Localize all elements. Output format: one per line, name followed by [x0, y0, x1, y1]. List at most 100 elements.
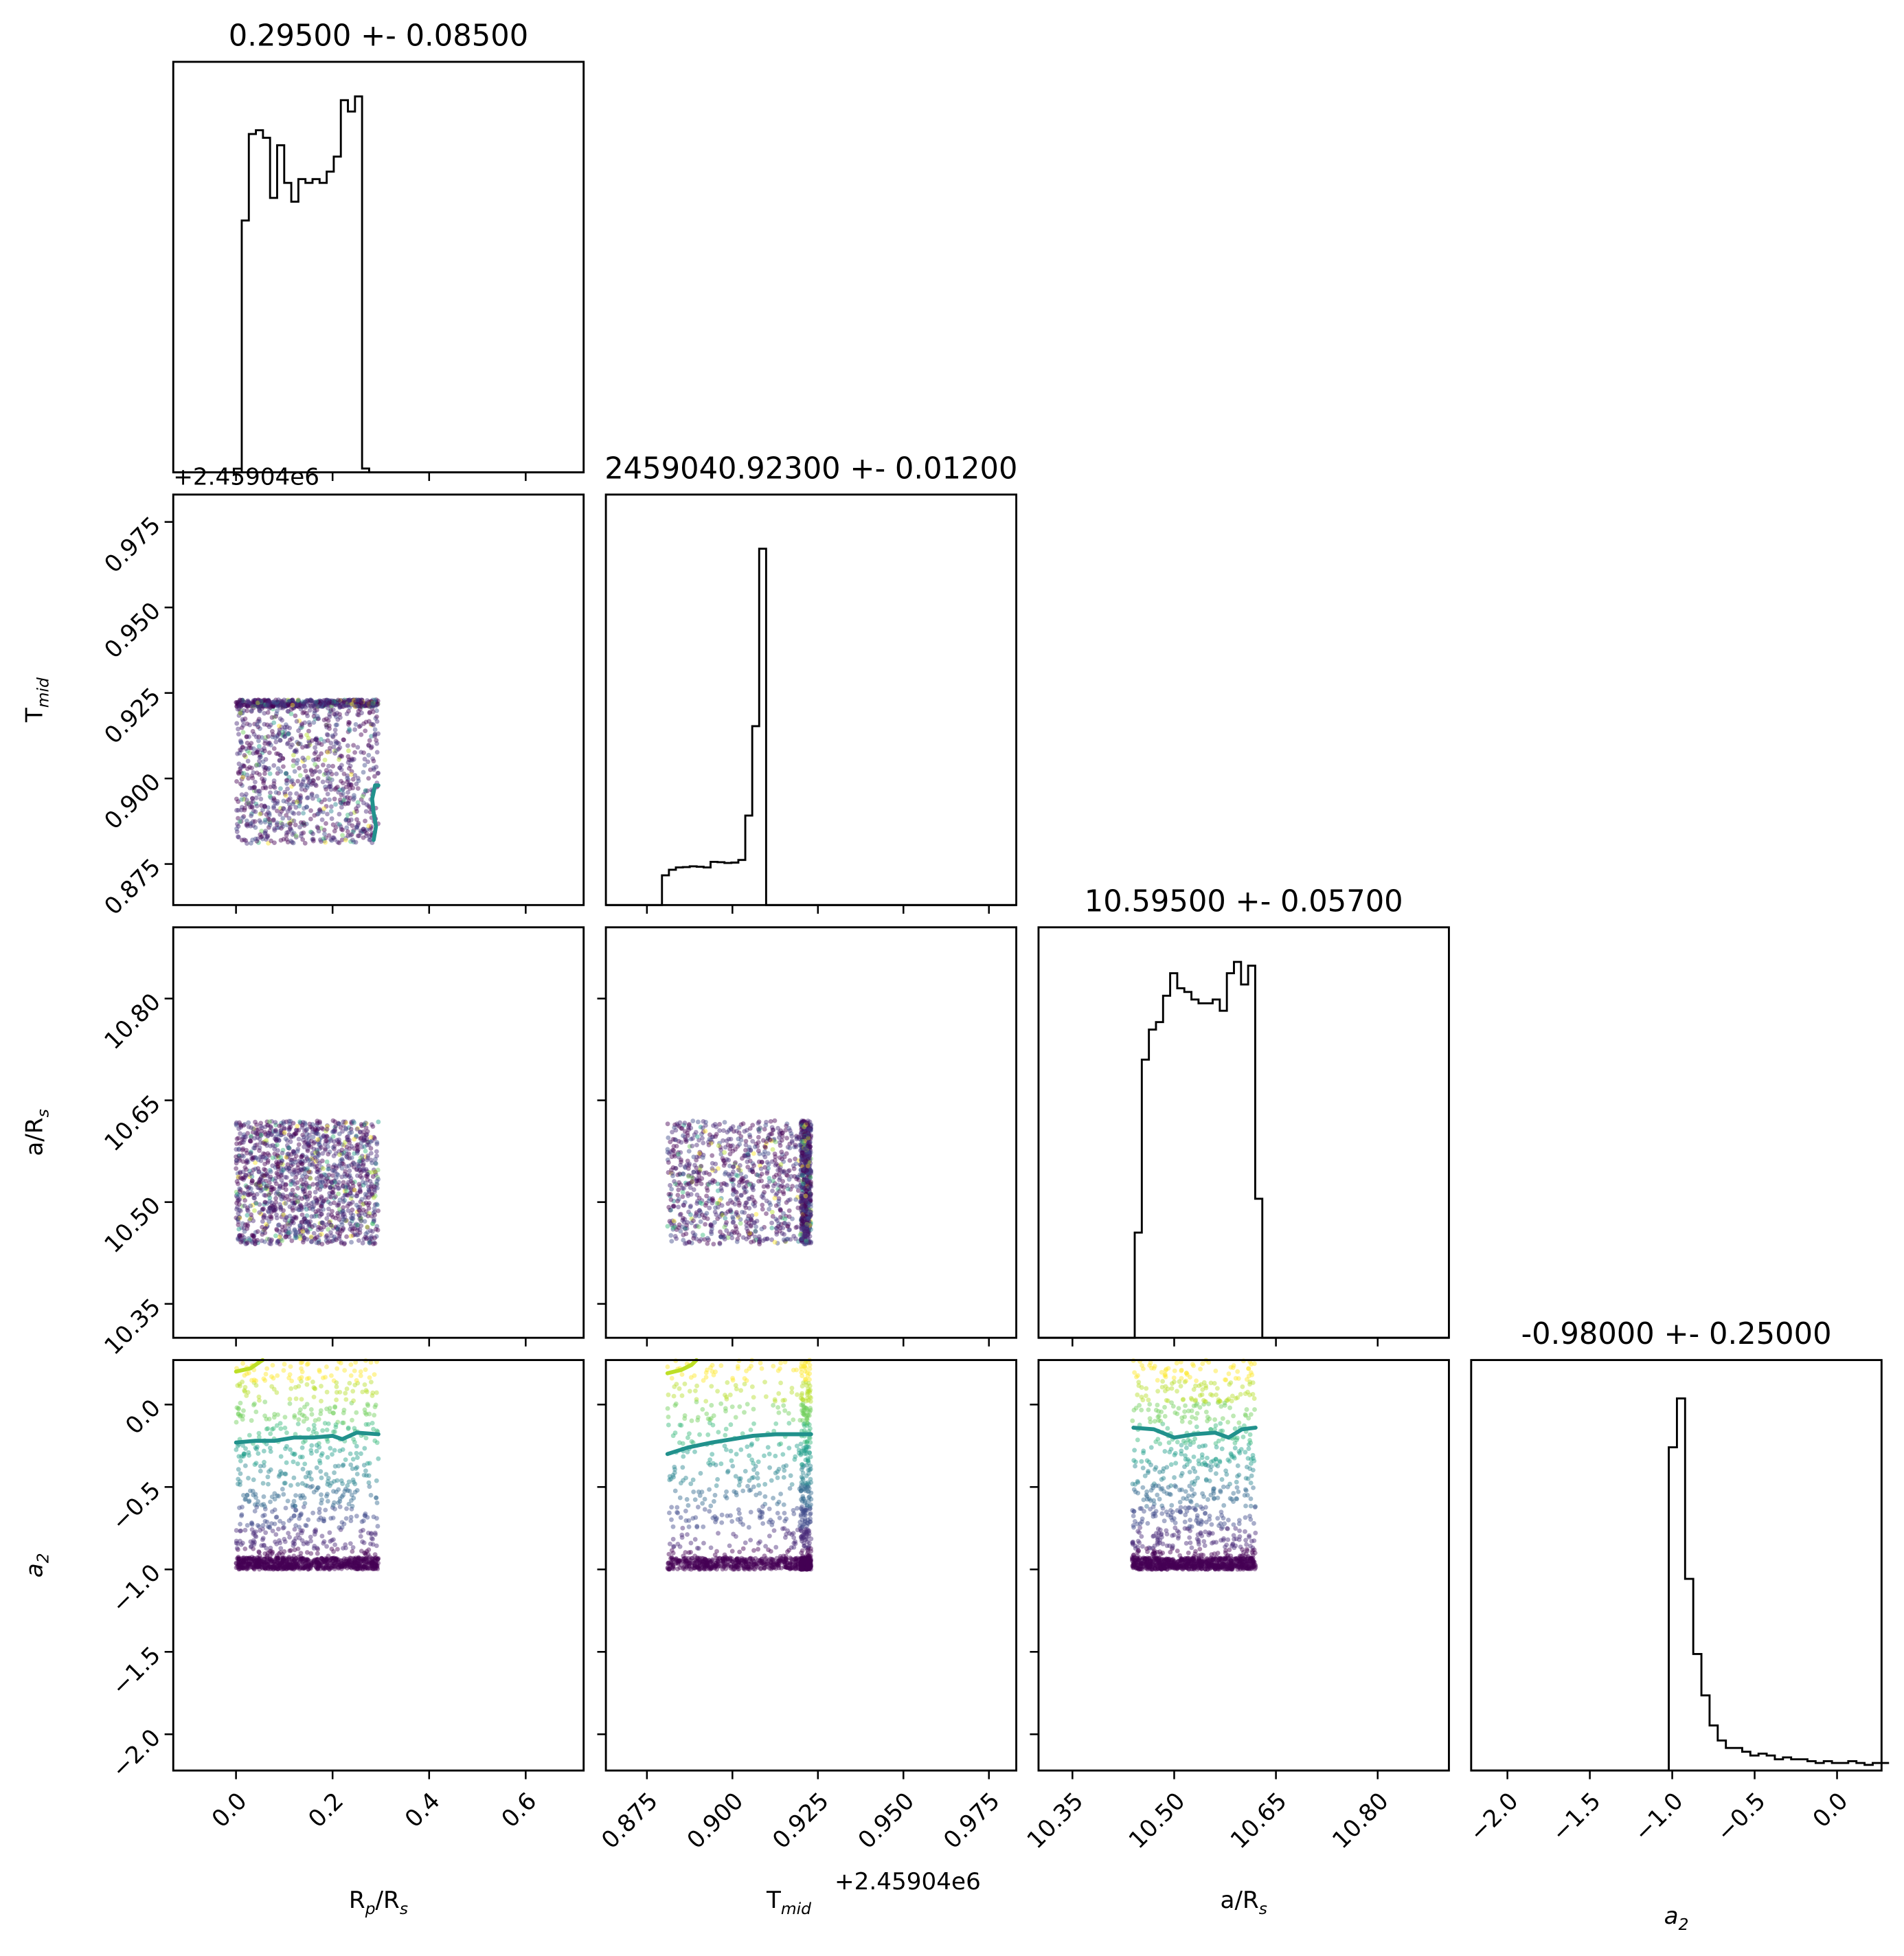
sample-point	[313, 783, 319, 788]
sample-point	[275, 699, 280, 705]
sample-point	[358, 723, 363, 728]
sample-point	[342, 697, 348, 703]
sample-point	[665, 1121, 670, 1127]
sample-point	[257, 772, 262, 777]
sample-point	[244, 801, 249, 807]
sample-point	[698, 1219, 703, 1224]
sample-point	[775, 1125, 781, 1131]
sample-point	[703, 1222, 708, 1227]
sample-point	[352, 1187, 357, 1193]
sample-point	[281, 732, 286, 737]
sample-point	[359, 750, 364, 755]
sample-point	[318, 1469, 324, 1474]
sample-point	[328, 769, 333, 774]
sample-point	[325, 1492, 330, 1497]
sample-point	[267, 706, 272, 711]
sample-point	[260, 776, 264, 781]
sample-point	[670, 1225, 676, 1230]
sample-point	[240, 1159, 246, 1164]
sample-point	[801, 1181, 806, 1187]
sample-point	[332, 796, 337, 802]
sample-point	[239, 700, 245, 706]
sample-point	[304, 821, 309, 827]
sample-point	[690, 1136, 695, 1141]
sample-point	[275, 734, 280, 739]
sample-point	[256, 738, 261, 743]
sample-point	[736, 1202, 742, 1208]
sample-point	[784, 1151, 789, 1156]
sample-point	[321, 1166, 326, 1171]
title-tmid: 2459040.92300 +- 0.01200	[604, 451, 1017, 486]
sample-point	[323, 699, 328, 705]
sample-point	[318, 699, 324, 704]
sample-point	[262, 830, 268, 835]
sample-point	[251, 732, 257, 737]
sample-point	[272, 701, 277, 706]
sample-point	[345, 729, 351, 734]
sample-point	[266, 741, 271, 747]
sample-point	[328, 809, 334, 814]
sample-point	[251, 823, 256, 829]
sample-point	[257, 704, 262, 709]
sample-point	[359, 1197, 365, 1202]
sample-point	[287, 796, 293, 801]
sample-point	[240, 745, 245, 750]
sample-point	[372, 732, 378, 737]
sample-point	[324, 723, 330, 728]
sample-point	[339, 1147, 345, 1153]
sample-point	[775, 1224, 781, 1229]
sample-point	[304, 1402, 310, 1407]
sample-point	[249, 1180, 254, 1186]
sample-point	[234, 704, 240, 709]
sample-point	[351, 698, 356, 704]
sample-point	[800, 1213, 806, 1218]
sample-point	[285, 1151, 290, 1157]
sample-point	[261, 1206, 267, 1212]
sample-point	[714, 1201, 720, 1206]
sample-point	[709, 1229, 714, 1235]
sample-point	[756, 1134, 761, 1140]
sample-point	[771, 1174, 777, 1180]
sample-point	[282, 791, 288, 797]
sample-point	[278, 820, 284, 826]
sample-point	[770, 1147, 775, 1152]
sample-point	[352, 773, 358, 778]
sample-point	[329, 777, 335, 783]
sample-point	[793, 1236, 798, 1241]
sample-point	[248, 1138, 253, 1144]
sample-point	[242, 1373, 247, 1378]
sample-point	[355, 704, 361, 709]
sample-point	[256, 697, 261, 703]
sample-point	[343, 838, 348, 843]
sample-point	[337, 1231, 343, 1237]
sample-point	[328, 781, 333, 787]
sample-point	[808, 1175, 813, 1180]
sample-point	[670, 1165, 676, 1170]
sample-point	[764, 1211, 769, 1216]
sample-point	[238, 1471, 243, 1476]
sample-point	[679, 1125, 684, 1131]
sample-point	[242, 1222, 248, 1227]
sample-point	[236, 726, 240, 732]
sample-point	[319, 839, 324, 844]
sample-point	[326, 699, 330, 704]
sample-point	[267, 1195, 273, 1201]
sample-point	[793, 1156, 798, 1162]
sample-point	[236, 761, 242, 767]
sample-point	[354, 1151, 360, 1156]
sample-point	[264, 835, 270, 840]
sample-point	[270, 706, 275, 712]
sample-point	[666, 1204, 672, 1210]
sample-point	[349, 1129, 354, 1135]
sample-point	[280, 733, 285, 739]
sample-point	[265, 805, 271, 810]
sample-point	[295, 758, 300, 763]
sample-point	[373, 702, 378, 708]
sample-point	[316, 829, 321, 834]
sample-point	[756, 1121, 761, 1126]
sample-point	[240, 697, 245, 703]
sample-point	[274, 808, 280, 813]
sample-point	[333, 702, 339, 708]
sample-point	[350, 776, 356, 782]
sample-point	[275, 1527, 281, 1532]
